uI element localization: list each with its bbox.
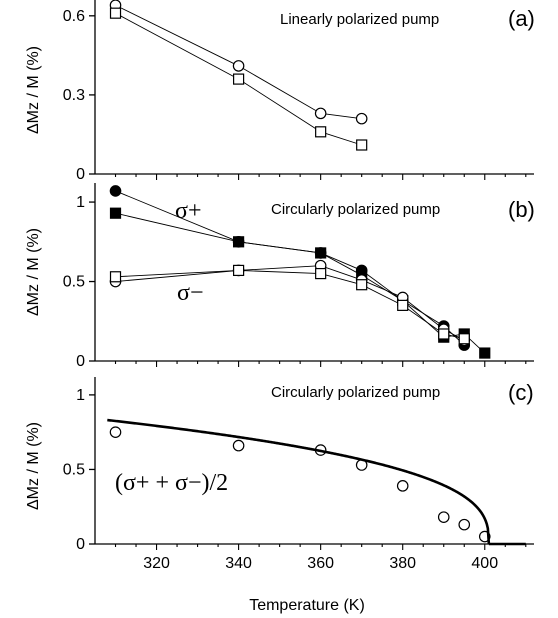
- panel-b-series-3-line: [115, 265, 465, 341]
- x-axis-title: Temperature (K): [249, 597, 365, 614]
- panel-b-series-2-line: [115, 212, 486, 354]
- panel-a-axes: 0 0.3 0.6: [63, 0, 534, 183]
- panel-b-label: (b): [508, 197, 535, 222]
- series-layer: [107, 0, 526, 546]
- x-tick-label: 340: [225, 555, 252, 572]
- panel-b-y-tick-label: 0.5: [63, 274, 85, 291]
- panel-b-series-1-point: [109, 185, 122, 197]
- x-tick-label: 380: [389, 555, 416, 572]
- panel-a-series-1-point: [314, 107, 327, 120]
- panel-a-y-tick-label: 0.3: [63, 87, 85, 104]
- y-axis-title-b: ΔMz / M (%): [25, 228, 42, 316]
- panel-a-label: (a): [508, 6, 535, 31]
- panel-c-series-1-point: [396, 480, 409, 492]
- panel-b-y-tick-label: 1: [76, 194, 85, 211]
- panel-a-series-1-line: [115, 4, 362, 120]
- panel-c-series-1-point: [232, 439, 245, 452]
- panel-a-series-1-point: [355, 112, 368, 125]
- panel-a-series-1: [109, 0, 368, 125]
- panel-b-series-2-point: [232, 236, 245, 248]
- panel-c-label: (c): [508, 380, 534, 405]
- x-tick-label: 400: [471, 555, 498, 572]
- y-axis-title-c: ΔMz / M (%): [25, 422, 42, 510]
- panel-b-series-2: [109, 207, 491, 359]
- x-tick-label: 320: [143, 555, 170, 572]
- panel-b-annotation: Circularly polarized pump: [271, 201, 440, 218]
- panel-a-series-2: [109, 7, 368, 151]
- panel-b-series-4: [109, 264, 470, 345]
- panel-a-series-2-point: [356, 139, 368, 151]
- x-tick-label: 360: [307, 555, 334, 572]
- panel-c-y-tick-label: 0.5: [63, 461, 85, 478]
- panel-c-annotation: Circularly polarized pump: [271, 384, 440, 401]
- panel-a-series-2-point: [232, 73, 245, 85]
- panel-c-fit-curve: [107, 418, 491, 545]
- panel-b-series-4-point: [232, 264, 245, 277]
- panel-c-series-1: [109, 426, 491, 543]
- panel-a-series-2-point: [109, 7, 122, 19]
- panel-a-series-2-point: [315, 126, 327, 138]
- panel-b-series-4-point: [458, 333, 470, 345]
- panel-b-series-4-point: [397, 299, 409, 311]
- panel-c-y-tick-label: 1: [76, 387, 85, 404]
- panel-c-series-1-point: [109, 426, 122, 438]
- text-layer: Linearly polarized pump (a) Circularly p…: [25, 6, 535, 614]
- panel-b-series-2-point: [315, 247, 327, 259]
- panel-b-axes: 00.51: [63, 183, 534, 370]
- panel-a-series-2-line: [115, 12, 362, 146]
- panel-b-series-4-point: [438, 328, 450, 340]
- average-formula: (σ+ + σ−)/2: [115, 470, 228, 496]
- panel-b-series-4-point: [315, 267, 327, 280]
- sigma-plus-label: σ+: [175, 198, 201, 224]
- panel-b-series-4-point: [109, 271, 122, 283]
- y-axis-title-a: ΔMz / M (%): [25, 46, 42, 134]
- panel-c-y-tick-label: 0: [76, 536, 85, 553]
- panel-c-axes: 0 0.5 1 320 340 360 380 400: [63, 377, 534, 572]
- panel-a-y-tick-label: 0: [76, 166, 85, 183]
- panel-b-y-tick-label: 0: [76, 353, 85, 370]
- panel-b-series-3: [109, 259, 471, 347]
- panel-a-annotation: Linearly polarized pump: [280, 11, 439, 28]
- panel-b-series-2-point: [109, 207, 122, 219]
- panel-c-series-1-point: [458, 518, 471, 531]
- panel-b-series-4-point: [356, 279, 368, 291]
- panel-c-series-1-point: [437, 511, 450, 523]
- panel-a-series-1-point: [232, 60, 245, 72]
- sigma-minus-label: σ−: [177, 280, 203, 306]
- panel-c-fit: [107, 418, 526, 546]
- panel-a-y-tick-label: 0.6: [63, 8, 85, 25]
- panel-b-series-2-point: [479, 347, 491, 359]
